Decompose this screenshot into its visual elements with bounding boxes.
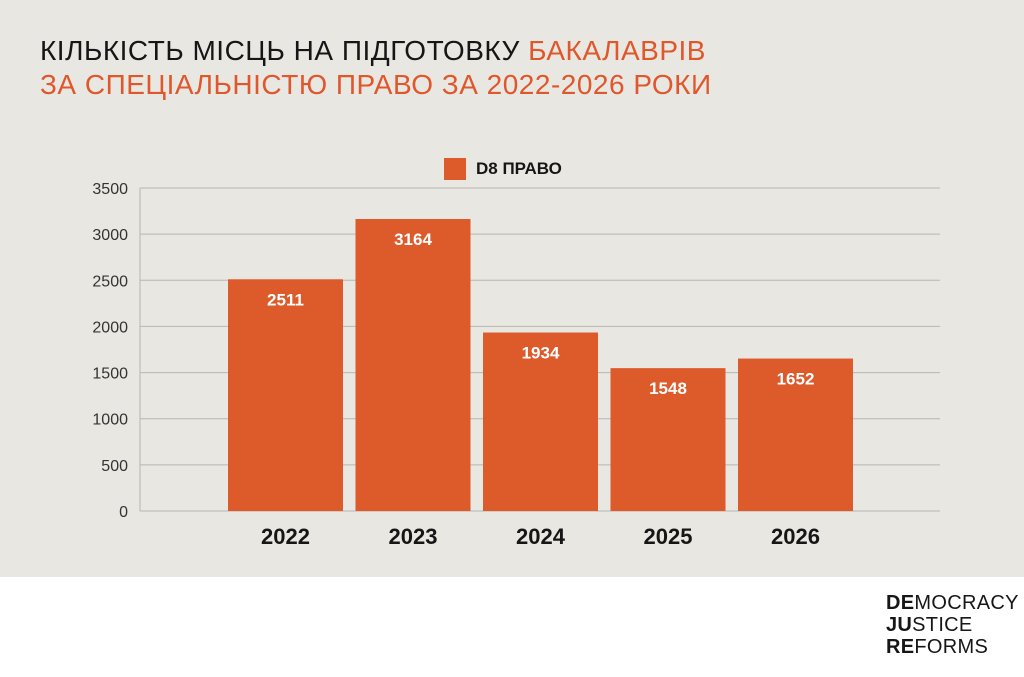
- x-tick-label: 2023: [389, 524, 438, 549]
- title-line-2: ЗА СПЕЦІАЛЬНІСТЮ ПРАВО ЗА 2022-2026 РОКИ: [40, 68, 712, 102]
- data-label: 1652: [777, 370, 815, 389]
- bar-2026: [738, 358, 853, 511]
- logo-line-1: DEMOCRACY: [886, 592, 1019, 614]
- x-tick-label: 2022: [261, 524, 310, 549]
- y-tick-label: 500: [101, 458, 128, 475]
- title-line-1-dark: КІЛЬКІСТЬ МІСЦЬ НА ПІДГОТОВКУ: [40, 35, 520, 66]
- bar-2022: [228, 279, 343, 511]
- logo-line-3: REFORMS: [886, 636, 989, 658]
- page-title: КІЛЬКІСТЬ МІСЦЬ НА ПІДГОТОВКУ БАКАЛАВРІВ…: [40, 34, 712, 102]
- legend-swatch: [444, 158, 466, 180]
- y-tick-label: 2000: [92, 319, 128, 336]
- y-tick-label: 0: [119, 504, 128, 521]
- bar-chart: 0 500 1000 1500 2000 2500 3000 3500 2511 2022 3164…: [92, 181, 940, 549]
- data-label: 1934: [522, 344, 560, 363]
- x-tick-label: 2024: [516, 524, 566, 549]
- title-line-2-accent: ЗА СПЕЦІАЛЬНІСТЮ ПРАВО ЗА 2022-2026 РОКИ: [40, 69, 712, 100]
- y-tick-label: 1000: [92, 412, 128, 429]
- y-tick-label: 2500: [92, 273, 128, 290]
- title-line-1: КІЛЬКІСТЬ МІСЦЬ НА ПІДГОТОВКУ БАКАЛАВРІВ: [40, 34, 712, 68]
- organization-logo: DEMOCRACY JUSTICE REFORMS: [886, 592, 1019, 658]
- x-tick-label: 2026: [771, 524, 820, 549]
- data-label: 3164: [394, 230, 432, 249]
- title-line-1-accent: БАКАЛАВРІВ: [528, 35, 706, 66]
- logo-line-2: JUSTICE: [886, 614, 973, 636]
- y-tick-label: 1500: [92, 366, 128, 383]
- bar-2024: [483, 332, 598, 511]
- data-label: 2511: [267, 290, 304, 309]
- y-tick-label: 3000: [92, 227, 128, 244]
- x-tick-label: 2025: [644, 524, 693, 549]
- y-tick-label: 3500: [92, 181, 128, 198]
- chart-legend: D8 ПРАВО: [444, 158, 562, 180]
- bar-2023: [355, 219, 471, 511]
- legend-label: D8 ПРАВО: [476, 159, 562, 178]
- bar-2025: [610, 368, 726, 511]
- data-label: 1548: [649, 379, 687, 398]
